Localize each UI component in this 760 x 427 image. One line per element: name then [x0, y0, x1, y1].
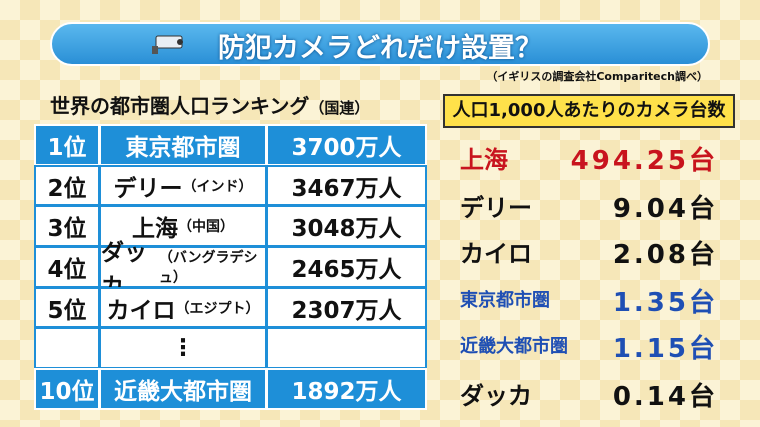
camera-row: カイロ 2.08台 [460, 234, 718, 274]
city-name: ⋮ [171, 335, 195, 362]
camera-city: デリー [460, 194, 532, 222]
city-cell: ダッカ（バングラデシュ） [99, 240, 267, 300]
city-name: 近畿大都市圏 [114, 378, 252, 405]
city-note: （バングラデシュ） [158, 249, 258, 286]
camera-city: カイロ [460, 240, 532, 268]
city-cell: ⋮ [99, 327, 267, 370]
population-cell: 1892万人 [266, 368, 427, 410]
ranking-title: 世界の都市圏人口ランキング（国連） [50, 90, 369, 119]
rank-cell: 1位 [34, 124, 100, 166]
city-name: カイロ [106, 297, 176, 324]
camera-row: ダッカ 0.14台 [460, 376, 718, 416]
ranking-table: 1位 東京都市圏 3700万人 2位 デリー （インド） 3467万人 3位 上海 （中国） 304… [34, 124, 428, 410]
population-cell: 3467万人 [266, 164, 427, 207]
city-name: デリー [113, 175, 183, 202]
camera-value: 2.08台 [612, 240, 718, 270]
city-cell: デリー （インド） [99, 164, 267, 207]
camera-row: 上海 494.25台 [460, 140, 718, 180]
table-row: 10位 近畿大都市圏 1892万人 [34, 368, 428, 410]
population-cell: 3048万人 [266, 205, 427, 248]
table-row: 4位ダッカ（バングラデシュ）2465万人 [34, 240, 428, 300]
city-note: （エジプト） [175, 300, 260, 317]
population-cell [266, 327, 427, 370]
source: （イギリスの調査会社Comparitech調べ） [486, 70, 708, 83]
ranking-title-note: （国連） [309, 99, 370, 117]
rank-cell: 4位 [34, 246, 100, 288]
camera-value: 1.35台 [612, 288, 718, 318]
city-note: （インド） [182, 178, 253, 195]
camera-city: ダッカ [460, 382, 532, 410]
city-name: 東京都市圏 [125, 134, 241, 161]
city-name: 上海 [132, 216, 178, 243]
table-row: ⋮ [34, 327, 428, 370]
title: 防犯カメラどれだけ設置？ [218, 33, 542, 64]
population-cell: 2465万人 [266, 246, 427, 288]
table-row: 1位 東京都市圏 3700万人 [34, 124, 428, 166]
camera-icon [152, 35, 183, 54]
camera-city: 近畿大都市圏 [460, 336, 568, 357]
camera-value: 9.04台 [612, 194, 718, 224]
rank-cell [34, 327, 100, 370]
rank-cell: 5位 [34, 286, 100, 329]
city-cell: 近畿大都市圏 [99, 368, 267, 410]
rank-cell: 2位 [34, 164, 100, 207]
camera-row: 近畿大都市圏 1.15台 [460, 328, 718, 368]
city-cell: 東京都市圏 [99, 124, 267, 166]
population-cell: 3700万人 [266, 124, 427, 166]
camera-value: 0.14台 [612, 382, 718, 412]
table-row: 2位 デリー （インド） 3467万人 [34, 164, 428, 207]
rank-cell: 3位 [34, 205, 100, 248]
ranking-title-text: 世界の都市圏人口ランキング [50, 94, 310, 118]
table-row: 5位 カイロ （エジプト） 2307万人 [34, 286, 428, 329]
camera-city: 上海 [460, 146, 508, 174]
city-cell: 上海 （中国） [99, 205, 267, 248]
camera-row: 東京都市圏 1.35台 [460, 282, 718, 322]
city-cell: カイロ （エジプト） [99, 286, 267, 329]
camera-city: 東京都市圏 [460, 290, 550, 311]
camera-value: 1.15台 [612, 334, 718, 364]
camera-title: 人口1,000人あたりのカメラ台数 [443, 94, 735, 128]
camera-value: 494.25台 [570, 146, 718, 176]
city-note: （中国） [178, 219, 234, 236]
table-row: 3位 上海 （中国） 3048万人 [34, 205, 428, 248]
camera-row: デリー 9.04台 [460, 188, 718, 228]
rank-cell: 10位 [34, 368, 100, 410]
population-cell: 2307万人 [266, 286, 427, 329]
